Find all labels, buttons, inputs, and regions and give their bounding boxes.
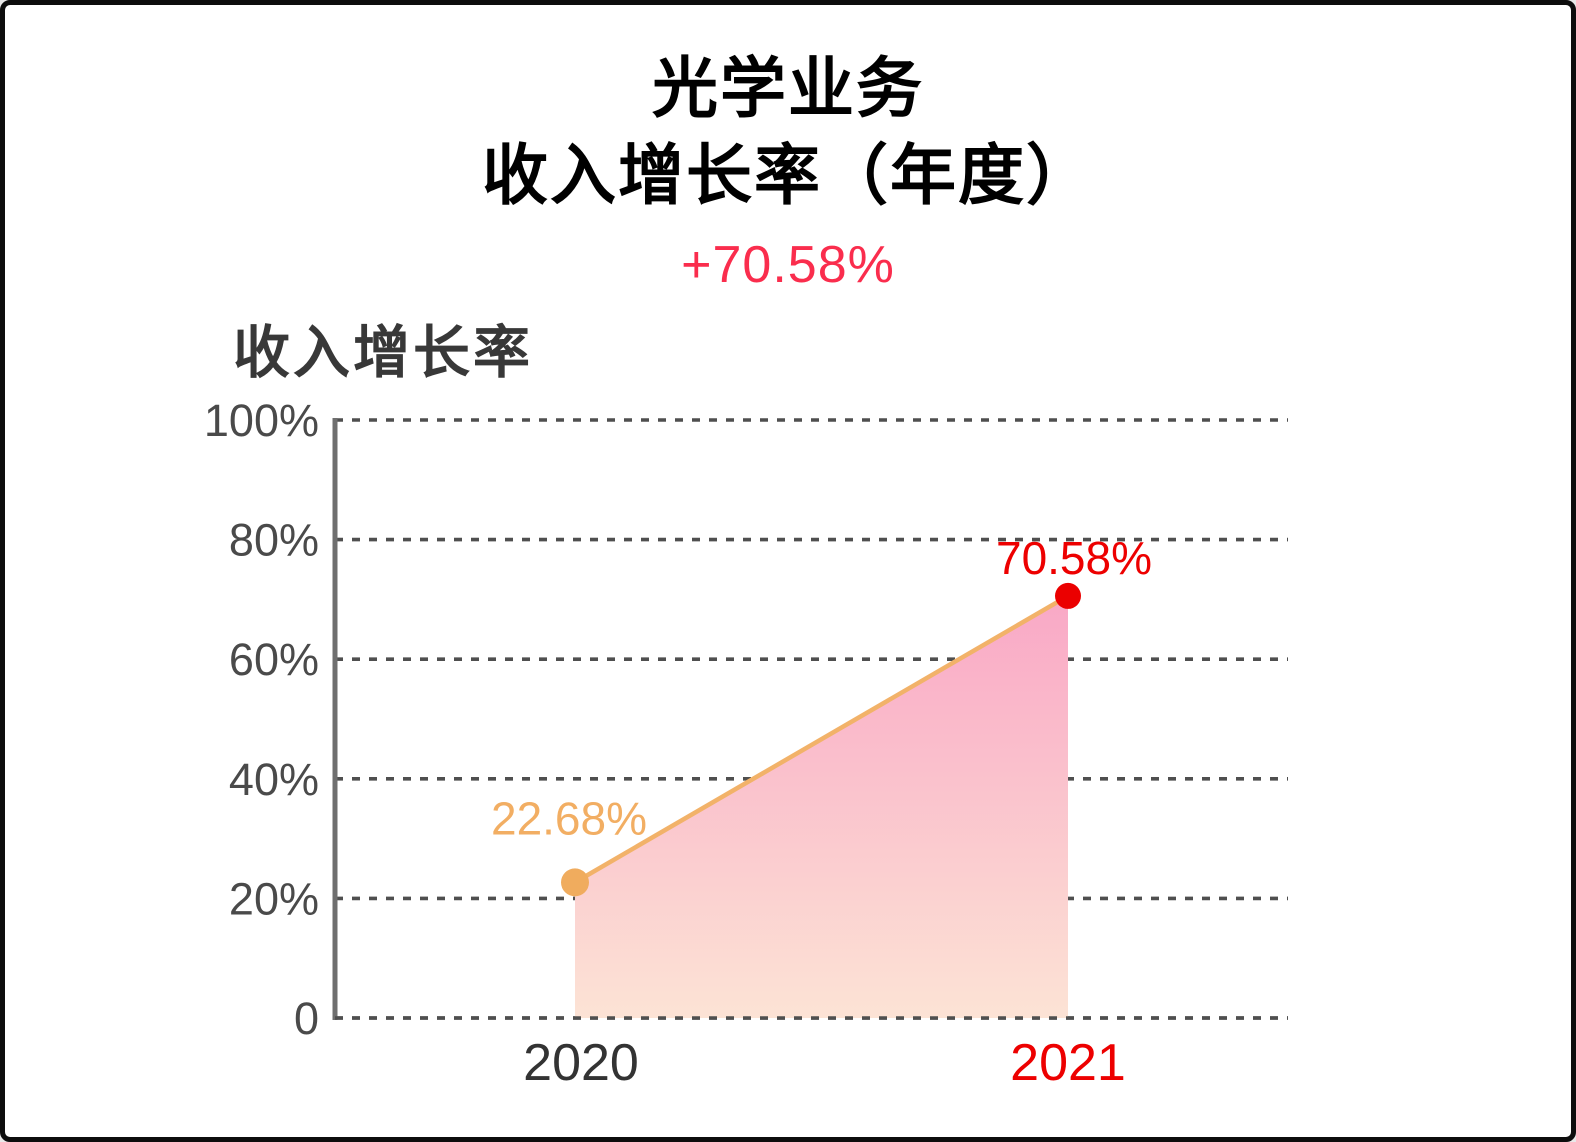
point-label-2020: 22.68% — [491, 792, 647, 844]
data-point-2021 — [1055, 582, 1081, 609]
y-tick-label-100: 100% — [204, 398, 319, 446]
chart-title: 收入增长率 — [233, 321, 533, 385]
area-fill — [575, 595, 1068, 1018]
y-tick-label-40: 40% — [229, 754, 319, 805]
chart-area: 22.68% 70.58% 0 20% 40% 60% 80% 100% 2020 2021 — [145, 395, 1365, 1112]
point-label-2021: 70.58% — [996, 532, 1152, 584]
growth-chart: 22.68% 70.58% 0 20% 40% 60% 80% 100% 2020 2021 — [204, 395, 1288, 1092]
y-tick-label-20: 20% — [229, 873, 319, 924]
header: 光学业务 收入增长率（年度） +70.58% — [5, 45, 1571, 295]
y-tick-label-0: 0 — [294, 993, 319, 1044]
x-tick-label-2020: 2020 — [523, 1034, 639, 1092]
page-title-line1: 光学业务 — [652, 51, 924, 125]
x-tick-label-2021: 2021 — [1010, 1034, 1126, 1092]
growth-change-badge: +70.58% — [681, 236, 895, 295]
data-point-2020 — [561, 868, 589, 897]
y-tick-label-60: 60% — [229, 634, 319, 685]
trend-line — [573, 593, 1070, 885]
page-title-line2: 收入增长率（年度） — [482, 138, 1094, 213]
y-tick-label-80: 80% — [229, 515, 319, 566]
